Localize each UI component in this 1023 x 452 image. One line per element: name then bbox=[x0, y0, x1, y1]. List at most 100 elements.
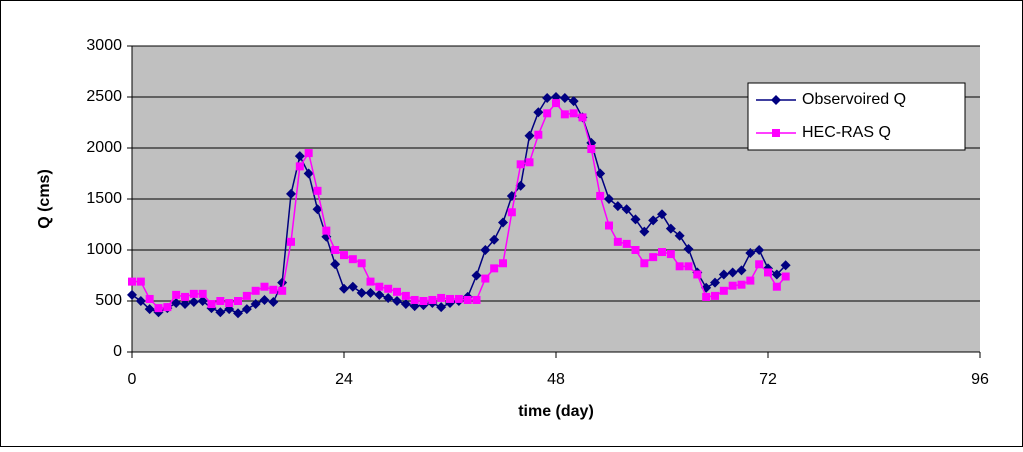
marker bbox=[621, 204, 632, 215]
marker bbox=[771, 95, 781, 105]
marker bbox=[446, 294, 454, 303]
x-axis-title: time (day) bbox=[518, 403, 594, 420]
marker bbox=[365, 287, 376, 298]
marker bbox=[498, 217, 508, 228]
marker bbox=[499, 259, 507, 268]
marker bbox=[524, 130, 535, 141]
marker bbox=[702, 292, 711, 301]
marker bbox=[533, 107, 544, 118]
marker bbox=[657, 209, 667, 220]
marker bbox=[303, 168, 314, 179]
marker bbox=[428, 295, 437, 304]
marker bbox=[525, 158, 534, 167]
marker bbox=[515, 180, 526, 191]
marker bbox=[437, 293, 446, 302]
marker bbox=[630, 214, 641, 225]
marker bbox=[145, 294, 154, 303]
marker bbox=[542, 93, 553, 104]
marker bbox=[401, 291, 410, 300]
marker bbox=[648, 215, 659, 226]
marker bbox=[622, 239, 631, 248]
marker bbox=[771, 269, 782, 280]
marker bbox=[693, 270, 702, 279]
marker bbox=[587, 145, 596, 154]
y-tick-label: 1000 bbox=[86, 241, 122, 258]
marker bbox=[745, 248, 756, 259]
marker bbox=[772, 129, 780, 137]
marker bbox=[207, 300, 216, 309]
marker bbox=[754, 245, 765, 255]
marker bbox=[781, 272, 790, 281]
marker bbox=[128, 277, 136, 286]
marker bbox=[711, 291, 719, 300]
legend-label: HEC-RAS Q bbox=[802, 124, 891, 141]
y-tick-label: 500 bbox=[95, 292, 122, 309]
marker bbox=[340, 251, 348, 260]
y-tick-label: 2000 bbox=[86, 139, 122, 156]
marker bbox=[596, 191, 605, 200]
marker bbox=[225, 299, 234, 308]
marker bbox=[287, 237, 295, 246]
marker bbox=[507, 208, 516, 217]
marker bbox=[543, 109, 552, 118]
marker bbox=[639, 226, 650, 237]
marker bbox=[180, 299, 190, 310]
marker bbox=[374, 289, 385, 300]
marker bbox=[534, 130, 543, 139]
marker bbox=[259, 294, 270, 305]
marker bbox=[268, 297, 279, 308]
marker bbox=[357, 259, 366, 268]
marker bbox=[568, 96, 579, 107]
marker bbox=[472, 295, 481, 304]
marker bbox=[463, 295, 472, 304]
marker bbox=[780, 260, 791, 271]
marker bbox=[172, 290, 181, 299]
marker bbox=[755, 260, 764, 269]
x-tick-label: 24 bbox=[335, 371, 353, 388]
marker bbox=[710, 277, 720, 288]
marker bbox=[136, 277, 145, 286]
y-tick-label: 3000 bbox=[86, 37, 122, 54]
marker bbox=[613, 237, 622, 246]
marker bbox=[286, 188, 296, 199]
marker bbox=[383, 292, 394, 303]
marker bbox=[665, 223, 676, 234]
marker bbox=[250, 299, 261, 310]
marker bbox=[595, 168, 606, 179]
marker bbox=[772, 282, 781, 291]
marker bbox=[516, 160, 525, 169]
marker bbox=[631, 246, 640, 254]
marker bbox=[375, 282, 384, 291]
marker bbox=[560, 110, 569, 119]
marker bbox=[189, 289, 198, 298]
x-tick-label: 72 bbox=[759, 371, 777, 388]
marker bbox=[198, 289, 207, 298]
marker bbox=[683, 243, 694, 254]
marker bbox=[144, 304, 155, 315]
marker bbox=[728, 281, 737, 290]
marker bbox=[215, 307, 226, 318]
marker bbox=[241, 304, 252, 315]
marker bbox=[278, 286, 287, 295]
marker bbox=[154, 304, 163, 313]
y-tick-label: 2500 bbox=[86, 88, 122, 105]
marker bbox=[718, 269, 729, 280]
marker bbox=[339, 283, 349, 294]
marker bbox=[269, 285, 278, 294]
marker bbox=[356, 287, 367, 298]
marker bbox=[188, 297, 199, 308]
marker bbox=[490, 264, 499, 273]
marker bbox=[331, 246, 340, 254]
x-tick-label: 0 bbox=[128, 371, 137, 388]
marker bbox=[163, 303, 172, 312]
x-tick-label: 48 bbox=[547, 371, 565, 388]
marker bbox=[674, 230, 685, 241]
marker bbox=[658, 248, 666, 257]
marker bbox=[666, 250, 675, 259]
marker bbox=[234, 297, 242, 305]
marker bbox=[242, 291, 251, 300]
marker bbox=[312, 204, 323, 215]
marker bbox=[313, 186, 322, 195]
